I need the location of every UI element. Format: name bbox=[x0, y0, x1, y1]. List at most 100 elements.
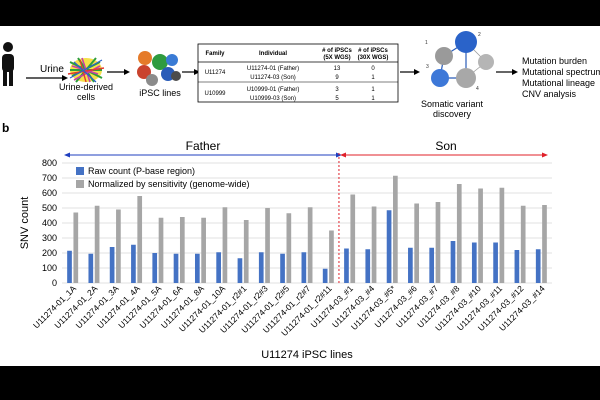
bar-raw-count bbox=[365, 249, 371, 283]
arrowhead-left-icon bbox=[64, 152, 70, 158]
y-tick-label: 200 bbox=[42, 248, 57, 258]
arrowhead-icon bbox=[124, 69, 130, 75]
table-header-line: # of iPSCs bbox=[322, 48, 352, 54]
bar-normalized bbox=[371, 206, 377, 283]
urine-cells-label-2: cells bbox=[77, 92, 96, 102]
bar-normalized bbox=[158, 217, 164, 283]
bar-normalized bbox=[116, 209, 121, 283]
y-tick-label: 800 bbox=[42, 158, 57, 168]
bar-normalized bbox=[307, 207, 313, 283]
arrowhead-icon bbox=[512, 69, 518, 75]
bar-raw-count bbox=[471, 242, 477, 283]
urine-label: Urine bbox=[40, 64, 64, 75]
legend-swatch-raw bbox=[76, 167, 84, 175]
arrowhead-icon bbox=[414, 69, 420, 75]
y-tick-label: 300 bbox=[42, 233, 57, 243]
table-cell: U10999 bbox=[204, 91, 226, 97]
bar-raw-count bbox=[88, 253, 94, 283]
arrowhead-left-icon bbox=[340, 152, 346, 158]
bar-raw-count bbox=[237, 258, 243, 283]
somatic-label-2: discovery bbox=[433, 109, 472, 119]
bar-raw-count bbox=[67, 250, 72, 283]
bar-raw-count bbox=[216, 252, 221, 283]
x-axis-label: U11274 iPSC lines bbox=[261, 349, 353, 361]
y-tick-label: 600 bbox=[42, 188, 57, 198]
bar-normalized bbox=[393, 175, 398, 283]
ipsc-table: Family Individual # of iPSCs(5X WGS) # o… bbox=[197, 43, 399, 103]
bar-normalized bbox=[456, 184, 462, 283]
bar-raw-count bbox=[514, 250, 520, 283]
analysis-item: Mutation burden bbox=[522, 56, 587, 66]
network-node-label: 2 bbox=[478, 32, 481, 38]
arrowhead-icon bbox=[194, 69, 200, 75]
urine-cells-icon bbox=[67, 57, 105, 83]
bar-raw-count bbox=[344, 248, 349, 283]
ipsc-colonies-icon bbox=[137, 51, 181, 86]
bar-normalized bbox=[286, 213, 292, 283]
table-cell: 13 bbox=[334, 66, 341, 72]
bar-normalized bbox=[201, 217, 206, 283]
bar-raw-count bbox=[493, 242, 498, 283]
bar-raw-count bbox=[152, 253, 158, 283]
ipsc-lines-label: iPSC lines bbox=[139, 88, 181, 98]
somatic-label-1: Somatic variant bbox=[421, 99, 484, 109]
table-cell: 0 bbox=[371, 66, 375, 72]
analysis-item: Mutational spectrum bbox=[522, 67, 600, 77]
network-node-label: 3 bbox=[426, 64, 429, 70]
table-cell: 3 bbox=[335, 87, 339, 93]
arrowhead-icon bbox=[62, 75, 68, 81]
table-cell: U10999-03 (Son) bbox=[250, 96, 296, 102]
y-tick-label: 400 bbox=[42, 218, 57, 228]
analysis-item: CNV analysis bbox=[522, 89, 577, 99]
arrowhead-right-icon bbox=[542, 152, 548, 158]
bar-raw-count bbox=[386, 210, 392, 283]
bar-normalized bbox=[478, 188, 483, 283]
bar-raw-count bbox=[194, 253, 200, 283]
bar-raw-count bbox=[301, 252, 307, 283]
table-cell: U10999-01 (Father) bbox=[247, 87, 300, 93]
table-header-individual: Individual bbox=[259, 51, 287, 57]
table-header-family: Family bbox=[205, 51, 225, 57]
legend-label-normalized: Normalized by sensitivity (genome-wide) bbox=[88, 179, 250, 189]
network-node-label: 1 bbox=[425, 40, 428, 46]
bar-raw-count bbox=[173, 253, 179, 283]
table-cell: U11274-03 (Son) bbox=[250, 75, 296, 81]
legend-swatch-normalized bbox=[76, 180, 84, 188]
bar-normalized bbox=[179, 217, 185, 283]
bar-normalized bbox=[542, 205, 547, 283]
y-axis-label: SNV count bbox=[19, 197, 31, 250]
y-tick-label: 100 bbox=[42, 263, 57, 273]
bar-raw-count bbox=[429, 247, 435, 283]
analysis-item: Mutational lineage bbox=[522, 78, 595, 88]
bar-raw-count bbox=[535, 249, 541, 283]
bar-normalized bbox=[350, 194, 356, 283]
bar-raw-count bbox=[450, 241, 456, 283]
bar-normalized bbox=[222, 207, 228, 283]
bar-normalized bbox=[435, 202, 441, 283]
bar-normalized bbox=[329, 230, 334, 283]
table-cell: 9 bbox=[335, 75, 339, 81]
chart-legend: Raw count (P-base region) Normalized by … bbox=[76, 166, 250, 189]
bar-normalized bbox=[243, 220, 249, 283]
table-header-line: (30X WGS) bbox=[358, 55, 389, 61]
table-cell: U11274-01 (Father) bbox=[247, 66, 299, 72]
table-cell: 1 bbox=[371, 75, 375, 81]
analysis-list: Mutation burden Mutational spectrum Muta… bbox=[522, 56, 600, 99]
bar-raw-count bbox=[258, 252, 264, 283]
person-icon bbox=[2, 42, 14, 86]
bar-normalized bbox=[520, 205, 526, 283]
bar-normalized bbox=[414, 203, 420, 283]
y-tick-label: 700 bbox=[42, 173, 57, 183]
bar-normalized bbox=[137, 196, 143, 283]
table-header-line: # of iPSCs bbox=[358, 48, 388, 54]
table-header-line: (5X WGS) bbox=[323, 55, 350, 61]
legend-label-raw: Raw count (P-base region) bbox=[88, 166, 195, 176]
table-cell: U11274 bbox=[205, 70, 226, 76]
table-header-30x: # of iPSCs(30X WGS) bbox=[358, 48, 389, 61]
bar-normalized bbox=[499, 187, 505, 283]
bar-normalized bbox=[265, 208, 270, 283]
bar-normalized bbox=[94, 205, 100, 283]
network-node-label: 4 bbox=[476, 86, 479, 92]
group-brackets: Father Son bbox=[64, 139, 548, 158]
